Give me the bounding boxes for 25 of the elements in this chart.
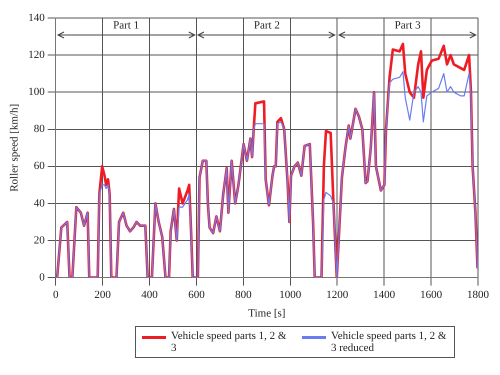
annotation: Part 2: [254, 19, 280, 32]
x-tick-label: 200: [94, 289, 112, 302]
y-tick-label: 100: [28, 86, 46, 98]
x-tick-label: 1400: [373, 289, 396, 302]
y-tick-label: 140: [28, 12, 46, 24]
annotation: Part 1: [113, 19, 140, 32]
x-tick-label: 400: [141, 289, 158, 302]
legend-label: Vehicle speed parts 1, 2 & 3 reduced: [331, 330, 448, 354]
y-tick-label: 120: [28, 48, 46, 61]
y-tick-label: 80: [34, 123, 46, 136]
legend-label: Vehicle speed parts 1, 2 & 3: [171, 330, 288, 354]
y-axis-title: Roller speed [km/h]: [8, 104, 20, 192]
y-tick-label: 40: [34, 197, 46, 210]
x-tick-label: 1200: [326, 289, 349, 302]
y-tick-label: 60: [34, 160, 46, 172]
x-tick-label: 0: [52, 289, 59, 302]
x-tick-label: 1000: [279, 289, 302, 302]
x-tick-label: 600: [188, 289, 206, 302]
annotation: Part 3: [394, 19, 422, 32]
x-axis-title: Time [s]: [248, 307, 286, 320]
x-tick-label: 1800: [467, 289, 490, 302]
y-tick-label: 20: [34, 234, 46, 246]
x-tick-label: 800: [235, 289, 252, 302]
x-tick-label: 1600: [420, 289, 443, 302]
y-tick-label: 0: [39, 271, 46, 284]
